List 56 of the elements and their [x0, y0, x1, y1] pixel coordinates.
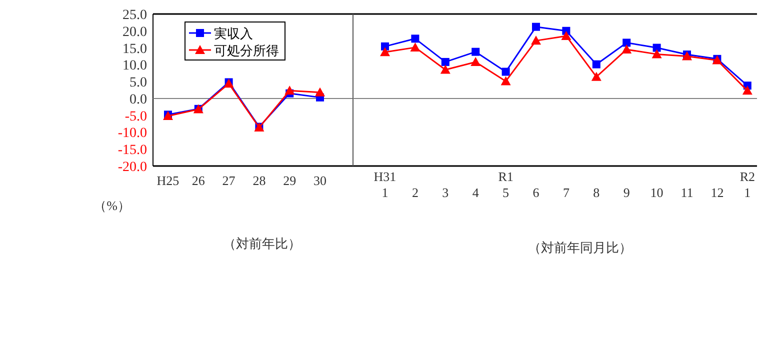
- point: [470, 56, 481, 66]
- x-tick-label: 4: [472, 185, 480, 200]
- point: [591, 72, 602, 81]
- point: [284, 86, 295, 95]
- point: [411, 34, 420, 43]
- point: [500, 76, 511, 86]
- point: [531, 36, 541, 45]
- x-tick-label: H25: [156, 173, 180, 188]
- y-tick-label: 5.0: [130, 76, 147, 91]
- x-tick-label: 7: [562, 185, 570, 200]
- x-tick-label: 27: [222, 173, 236, 188]
- point: [381, 42, 389, 50]
- point: [502, 68, 510, 76]
- point: [652, 49, 662, 58]
- y-tick-label: 10.0: [122, 58, 147, 74]
- x-tick-label: 11: [680, 185, 694, 200]
- x-tick-label: 6: [532, 185, 540, 200]
- x-tick-label: 3: [442, 185, 449, 200]
- point: [592, 60, 600, 68]
- y-tick-label: 25.0: [122, 8, 147, 23]
- legend-label: 実収入: [214, 26, 253, 41]
- y-axis-title: （%）: [94, 198, 130, 213]
- point: [315, 87, 325, 96]
- point: [532, 22, 540, 31]
- y-tick-label: -5.0: [124, 109, 147, 124]
- x-tick-label: R1 5: [498, 169, 514, 200]
- y-tick-label: 0.0: [130, 92, 147, 108]
- y-tick-label: 20.0: [122, 24, 147, 40]
- text: （対前年同月比）: [528, 240, 632, 255]
- point: [410, 42, 420, 52]
- legend-label: 可処分所得: [214, 43, 279, 58]
- point: [561, 30, 572, 40]
- y-tick-label: 15.0: [122, 42, 147, 57]
- x-tick-label: 26: [192, 173, 206, 188]
- y-tick-label: -15.0: [118, 143, 147, 158]
- x-tick-label: 2: [412, 185, 418, 200]
- y-tick-label: -20.0: [118, 160, 147, 175]
- x-tick-label: 30: [314, 173, 326, 188]
- x-tick-label: 29: [283, 173, 296, 188]
- point: [441, 58, 450, 66]
- point: [380, 47, 390, 56]
- point: [622, 44, 632, 54]
- text: （対前年比）: [223, 236, 301, 251]
- x-tick-label: 12: [710, 185, 724, 200]
- point: [440, 64, 450, 74]
- x-tick-label: 28: [252, 173, 266, 188]
- point: [622, 38, 631, 47]
- y-tick-label: -10.0: [118, 126, 147, 142]
- point: [652, 44, 661, 52]
- x-tick-label: 9: [623, 185, 630, 200]
- x-tick-label: H31 1: [374, 169, 396, 200]
- x-tick-label: 8: [593, 185, 600, 200]
- point: [742, 86, 752, 95]
- x-tick-label: R2 1: [740, 169, 755, 200]
- x-tick-label: 10: [650, 185, 664, 200]
- point: [472, 48, 480, 56]
